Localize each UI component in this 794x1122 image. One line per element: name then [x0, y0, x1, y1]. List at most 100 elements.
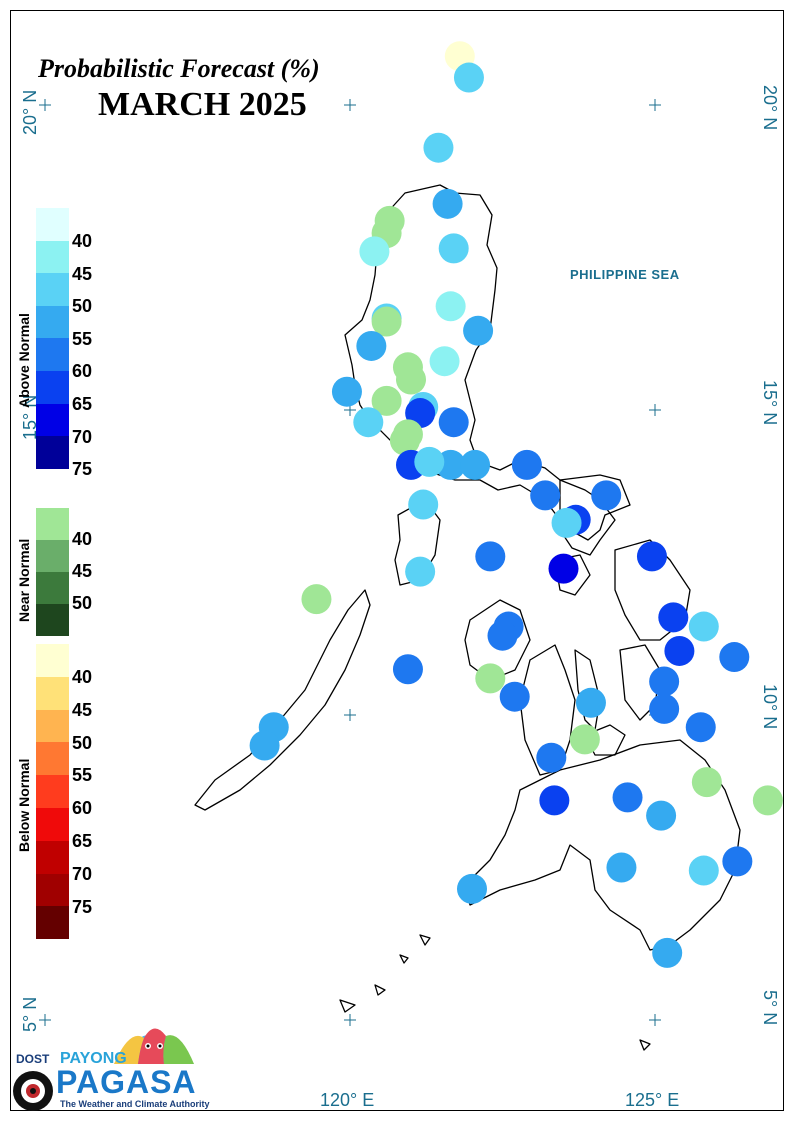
sea-label: PHILIPPINE SEA: [570, 267, 680, 282]
station-marker: [408, 489, 439, 520]
station-marker: [530, 480, 561, 511]
legend-below-title: Below Normal: [16, 758, 32, 852]
station-marker: [435, 291, 466, 322]
legend-near-swatches: [36, 508, 69, 636]
station-marker: [612, 782, 643, 813]
lat-label-15n-right: 15° N: [760, 380, 780, 426]
mindanao-south-coastline: [639, 1039, 651, 1051]
station-marker: [688, 611, 719, 642]
station-marker: [389, 425, 420, 456]
legend-label: 60: [72, 798, 93, 819]
legend-swatch: [36, 540, 69, 572]
legend-label: 55: [72, 328, 93, 349]
legend-below-normal: [36, 644, 69, 940]
legend-above-normal: [36, 208, 69, 469]
station-marker: [438, 407, 469, 438]
station-marker: [414, 446, 445, 477]
palawan-coastline: [194, 589, 371, 811]
station-marker: [652, 937, 683, 968]
legend-swatch: [36, 436, 69, 469]
legend-label: 45: [72, 263, 93, 284]
legend-swatch: [36, 906, 69, 940]
station-marker: [688, 855, 719, 886]
legend-label: 70: [72, 426, 93, 447]
station-marker: [371, 385, 402, 416]
station-marker: [649, 693, 680, 724]
station-marker: [371, 306, 402, 337]
legend-label: 65: [72, 831, 93, 851]
legend-swatch: [36, 305, 69, 339]
legend-label: 50: [72, 593, 93, 613]
station-marker: [429, 346, 460, 377]
umbrella-icon: [114, 1028, 194, 1064]
legend-label: 40: [72, 529, 93, 549]
station-marker: [475, 541, 506, 572]
legend-near-normal: [36, 508, 69, 636]
legend-swatch: [36, 240, 69, 274]
station-marker: [685, 712, 716, 743]
station-marker: [353, 407, 384, 438]
station-marker: [301, 584, 332, 615]
station-marker: [591, 480, 622, 511]
station-marker: [511, 449, 542, 480]
legend-swatch: [36, 676, 69, 710]
legend-above-swatches: [36, 208, 69, 469]
station-marker: [539, 785, 570, 816]
station-marker: [392, 654, 423, 685]
stations-layer: [249, 41, 783, 968]
station-marker: [438, 233, 469, 264]
legend-label: 40: [72, 231, 93, 251]
masbate-coastline: [554, 554, 591, 596]
station-marker: [457, 873, 487, 904]
station-marker: [658, 602, 689, 633]
station-marker: [536, 742, 567, 773]
lat-label-20n-right: 20° N: [760, 85, 780, 131]
legend-swatch: [36, 572, 69, 604]
legend-swatch: [36, 807, 69, 841]
legend-near-title: Near Normal: [16, 538, 32, 622]
station-marker: [551, 507, 582, 538]
station-marker: [432, 188, 463, 219]
station-marker: [460, 449, 491, 480]
lat-label-5n-right: 5° N: [760, 990, 780, 1026]
logo-line2: PAGASA: [56, 1064, 197, 1100]
station-marker: [719, 642, 750, 673]
legend-swatch: [36, 840, 69, 874]
station-marker: [569, 724, 600, 755]
station-marker: [331, 376, 362, 407]
dost-seal-icon: [13, 1071, 53, 1111]
station-marker: [649, 666, 680, 697]
legend-swatch: [36, 775, 69, 808]
station-marker: [664, 635, 695, 666]
station-marker: [722, 846, 753, 877]
station-marker: [475, 663, 506, 694]
map-title: Probabilistic Forecast (%): [38, 54, 320, 83]
legend-above-title: Above Normal: [16, 313, 32, 408]
legend-swatch: [36, 644, 69, 677]
station-marker: [487, 620, 518, 651]
station-marker: [575, 687, 606, 718]
station-marker: [548, 553, 579, 584]
station-marker: [636, 541, 667, 572]
legend-swatch: [36, 208, 69, 241]
station-marker: [396, 364, 426, 395]
logo-line1: PAYONG: [60, 1050, 127, 1067]
panay-coastline: [464, 599, 531, 681]
legend-swatch: [36, 742, 69, 776]
station-marker: [463, 315, 494, 346]
lon-label-120e: 120° E: [320, 1090, 375, 1110]
station-marker: [453, 62, 484, 93]
lon-label-125e: 125° E: [625, 1090, 680, 1110]
legend-below-swatches: [36, 644, 69, 940]
station-marker: [249, 730, 280, 761]
sulu-islands-coastline: [339, 934, 431, 1013]
station-marker: [606, 852, 637, 883]
legend-label: 70: [72, 863, 93, 884]
logo-tagline: The Weather and Climate Authority: [60, 1099, 210, 1109]
station-marker: [359, 236, 390, 267]
legend-label: 75: [72, 896, 93, 917]
luzon-coastline: [344, 184, 631, 541]
legend-label: 50: [72, 732, 93, 753]
station-marker: [646, 800, 677, 831]
